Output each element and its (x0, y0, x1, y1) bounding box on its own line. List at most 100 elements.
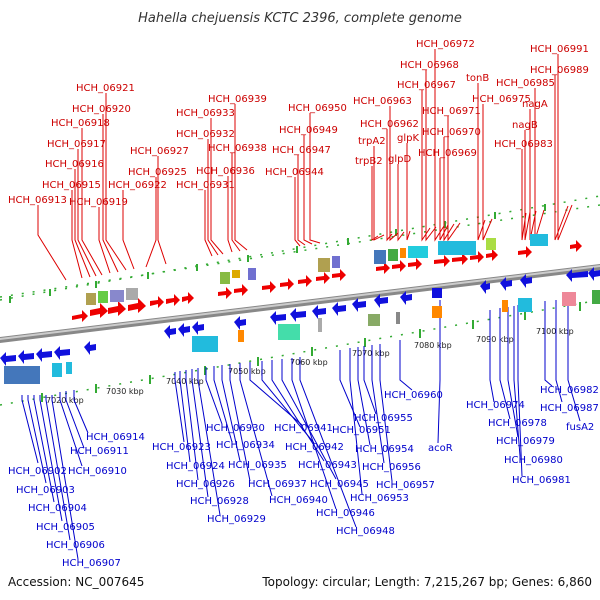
kbp-label: 7060 kbp (290, 358, 328, 367)
kbp-label: 7070 kbp (352, 349, 390, 358)
forward-ticks (9, 204, 546, 303)
gene-label: HCH_06972 (416, 39, 475, 50)
gene-label: HCH_06980 (504, 455, 563, 466)
reverse-genes (0, 267, 600, 366)
gene-label: HCH_06922 (108, 180, 167, 191)
kbp-label: 7020 kbp (46, 396, 84, 405)
gene-label: HCH_06928 (190, 496, 249, 507)
gene-label: HCH_06982 (540, 385, 599, 396)
gene-label: HCH_06904 (28, 503, 87, 514)
gene-label: HCH_06944 (265, 167, 324, 178)
genome-summary: Topology: circular; Length: 7,215,267 bp… (261, 575, 592, 589)
gene-label: HCH_06927 (130, 146, 189, 157)
kbp-label: 7030 kbp (106, 387, 144, 396)
gene-label: HCH_06918 (51, 118, 110, 129)
gene-label: HCH_06989 (530, 65, 589, 76)
gene-label: HCH_06914 (86, 432, 145, 443)
forward-domain-blocks (86, 234, 548, 305)
gene-label: HCH_06970 (422, 127, 481, 138)
gene-label: HCH_06916 (45, 159, 104, 170)
gene-label: HCH_06943 (298, 460, 357, 471)
gene-label: HCH_06950 (288, 103, 347, 114)
gene-label: HCH_06932 (176, 129, 235, 140)
gene-label: HCH_06940 (269, 495, 328, 506)
kbp-label: 7080 kbp (414, 341, 452, 350)
gene-label: HCH_06933 (176, 108, 235, 119)
gene-label: HCH_06920 (72, 104, 131, 115)
gene-label: trpA2 (358, 136, 386, 147)
gene-label: HCH_06947 (272, 145, 331, 156)
genome-backbone (0, 264, 600, 343)
gene-label: HCH_06951 (332, 425, 391, 436)
reverse-leader-lines (21, 299, 581, 560)
gene-label: HCH_06915 (42, 180, 101, 191)
gene-label: HCH_06987 (540, 403, 599, 414)
kbp-scale: 7020 kbp 7030 kbp 7040 kbp 7050 kbp 7060… (46, 327, 574, 405)
kbp-label: 7050 kbp (228, 367, 266, 376)
kbp-label: 7100 kbp (536, 327, 574, 336)
forward-genes (72, 240, 582, 322)
reverse-domain-blocks (4, 288, 600, 384)
gene-label: HCH_06941 (274, 423, 333, 434)
gene-label: HCH_06938 (208, 143, 267, 154)
gene-label: HCH_06981 (512, 475, 571, 486)
gene-label: HCH_06936 (196, 166, 255, 177)
gene-label: HCH_06937 (248, 479, 307, 490)
gene-label: HCH_06913 (8, 195, 67, 206)
kbp-label: 7090 kbp (476, 335, 514, 344)
accession-label: Accession: NC_007645 (8, 575, 144, 589)
gene-label: HCH_06910 (68, 466, 127, 477)
gene-label: HCH_06931 (176, 180, 235, 191)
gene-label: HCH_06969 (418, 148, 477, 159)
gene-label: HCH_06934 (216, 440, 275, 451)
gene-label: HCH_06921 (76, 83, 135, 94)
gene-label: tonB (466, 73, 489, 84)
gene-label: HCH_06978 (488, 418, 547, 429)
gene-label: trpB2 (355, 156, 383, 167)
gene-label: HCH_06939 (208, 94, 267, 105)
gene-label: HCH_06926 (176, 479, 235, 490)
gene-label: HCH_06956 (362, 462, 421, 473)
gene-label: HCH_06948 (336, 526, 395, 537)
gene-label: HCH_06906 (46, 540, 105, 551)
gene-label: HCH_06917 (47, 139, 106, 150)
gene-label: HCH_06907 (62, 558, 121, 569)
gene-label: HCH_06929 (207, 514, 266, 525)
gene-label: nagB (512, 120, 538, 131)
gene-label: HCH_06962 (360, 119, 419, 130)
gene-label: HCH_06930 (206, 423, 265, 434)
forward-leader-lines (37, 49, 573, 281)
gene-label: HCH_06945 (310, 479, 369, 490)
gene-label: HCH_06954 (355, 444, 414, 455)
gene-label: HCH_06975 (472, 94, 531, 105)
gene-label: HCH_06924 (166, 461, 225, 472)
gene-label: HCH_06967 (397, 80, 456, 91)
gene-label: HCH_06991 (530, 44, 589, 55)
gene-label: HCH_06957 (376, 480, 435, 491)
gene-label: HCH_06968 (400, 60, 459, 71)
gene-label: HCH_06974 (466, 400, 525, 411)
gene-label: HCH_06953 (350, 493, 409, 504)
gene-label: HCH_06919 (69, 197, 128, 208)
gene-label: HCH_06911 (70, 446, 129, 457)
map-title: Hahella chejuensis KCTC 2396, complete g… (138, 11, 462, 26)
gene-label: HCH_06979 (496, 436, 555, 447)
gene-label: HCH_06971 (422, 106, 481, 117)
gene-label: glpD (388, 154, 411, 165)
gene-label: nagA (522, 99, 548, 110)
forward-gene-labels: HCH_06913 HCH_06915 HCH_06916 HCH_06917 … (8, 39, 589, 208)
forward-outer-ring (0, 195, 600, 301)
gene-label: HCH_06946 (316, 508, 375, 519)
gene-label: HCH_06949 (279, 125, 338, 136)
gene-label: HCH_06923 (152, 442, 211, 453)
gene-label: HCH_06983 (494, 139, 553, 150)
gene-label: HCH_06955 (354, 413, 413, 424)
kbp-label: 7040 kbp (166, 377, 204, 386)
gene-label: HCH_06902 (8, 466, 67, 477)
gene-label: HCH_06985 (496, 78, 555, 89)
gene-label: HCH_06960 (384, 390, 443, 401)
reverse-gene-labels: HCH_06902 HCH_06903 HCH_06904 HCH_06905 … (8, 385, 599, 569)
gene-label: HCH_06942 (285, 442, 344, 453)
gene-label: HCH_06905 (36, 522, 95, 533)
gene-label: HCH_06903 (16, 485, 75, 496)
